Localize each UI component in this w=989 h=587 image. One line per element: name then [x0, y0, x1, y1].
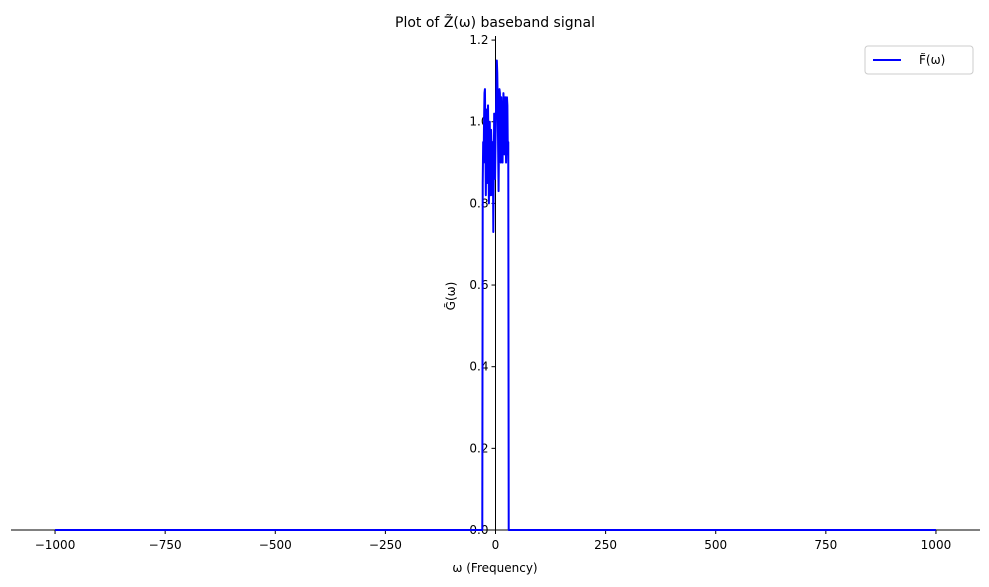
chart-title: Plot of Z̃(ω) baseband signal [395, 14, 595, 31]
series-line [55, 59, 936, 531]
x-tick-label: −250 [369, 538, 402, 552]
x-tick-label: 1000 [921, 538, 952, 552]
x-tick-label: −1000 [35, 538, 76, 552]
y-tick-label: 0.6 [469, 278, 488, 292]
x-tick-label: −750 [149, 538, 182, 552]
x-tick-label: −500 [259, 538, 292, 552]
x-tick-label: 750 [814, 538, 837, 552]
legend: F̃(ω) [864, 45, 974, 75]
x-ticks: −1000 −750 −500 −250 0 250 500 750 1000 [35, 530, 951, 552]
x-tick-label: 500 [704, 538, 727, 552]
x-tick-label: 250 [594, 538, 617, 552]
y-tick-label: 1.2 [469, 33, 488, 47]
legend-label: F̃(ω) [919, 53, 945, 67]
series-layer [55, 59, 936, 531]
y-tick-label: 0.4 [469, 360, 488, 374]
y-axis-label: G̃(ω) [444, 282, 458, 311]
x-tick-label: 0 [492, 538, 500, 552]
y-tick-label: 0.2 [469, 441, 488, 455]
y-tick-label: 0.8 [469, 196, 488, 210]
x-axis-label: ω (Frequency) [452, 561, 537, 575]
legend-frame [864, 45, 974, 75]
